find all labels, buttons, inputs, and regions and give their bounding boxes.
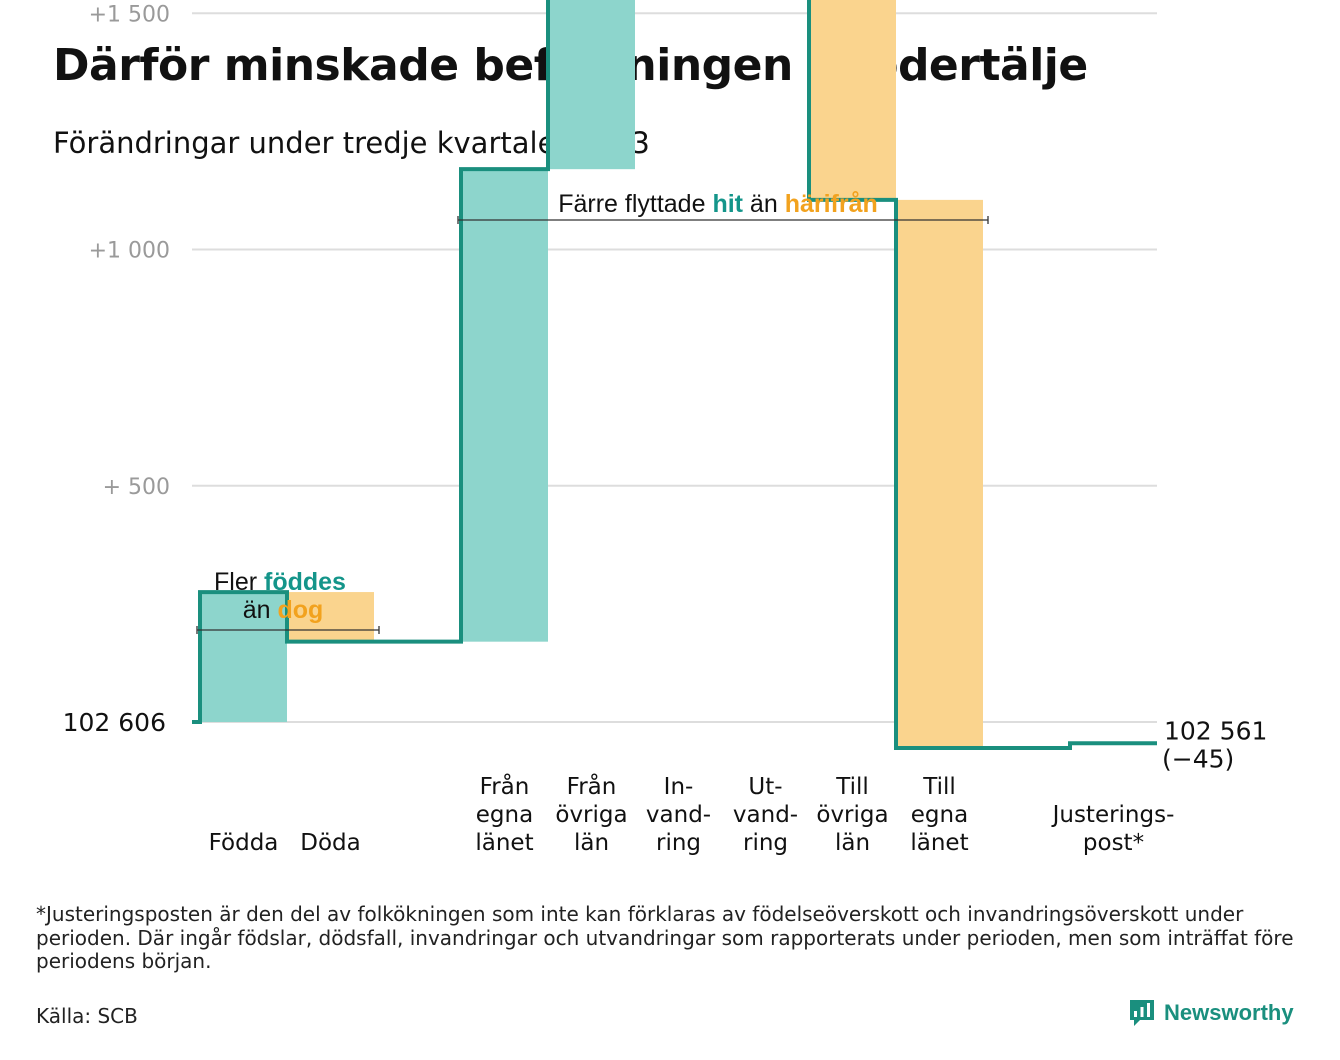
newsworthy-logo-icon [1130, 1000, 1154, 1026]
bar-fran-ovriga-lan [548, 0, 635, 170]
x-label-fran-egna-lanet: Från egna länet [475, 772, 533, 856]
x-label-till-ovriga-lan: Till övriga län [816, 774, 888, 856]
cumulative-step-line [192, 0, 1157, 750]
y-tick-label: +1 500 [89, 2, 170, 27]
y-tick-label: + 500 [103, 475, 170, 500]
brand: Newsworthy [1128, 998, 1294, 1028]
bar-fodda [200, 592, 287, 722]
bar-till-egna-lanet [896, 199, 983, 748]
x-label-fran-ovriga-lan: Från övriga län [555, 772, 627, 856]
gridlines [192, 12, 1157, 723]
x-label-utvandring: Ut-vand-ring [733, 774, 798, 856]
bar-till-ovriga-lan [809, 0, 896, 200]
footnote: *Justeringsposten är den del av folkökni… [36, 902, 1294, 974]
brand-name: Newsworthy [1164, 1000, 1294, 1025]
bar-fran-egna-lanet [461, 169, 548, 642]
x-label-till-egna-lanet: Till egna länet [910, 774, 968, 856]
annotation-births-line1: Fler föddes [214, 568, 346, 596]
net-change-label: (−45) [1162, 744, 1234, 773]
x-axis-labels: Födda Döda Från egna länet Från övriga län In-va… [209, 772, 1175, 856]
x-label-fodda: Födda [209, 830, 279, 856]
source-note: Källa: SCB [36, 1004, 138, 1028]
annotation-migration: Färre flyttade hit än härifrån [558, 190, 878, 218]
x-label-doda: Döda [300, 830, 360, 856]
bar-doda [287, 592, 374, 642]
annotation-births-bracket [196, 626, 380, 634]
cumulative-line [192, 0, 1157, 750]
bars [200, 0, 983, 748]
annotation-migration-bracket [457, 216, 989, 224]
x-label-justeringspost: Justerings-post* [1051, 802, 1175, 856]
annotation-births-line2: än dog [243, 596, 324, 624]
end-value-label: 102 561 [1164, 716, 1267, 745]
y-tick-label: +1 000 [89, 239, 170, 264]
x-label-invandring: In-vand-ring [646, 774, 711, 856]
start-value-label: 102 606 [63, 708, 166, 737]
